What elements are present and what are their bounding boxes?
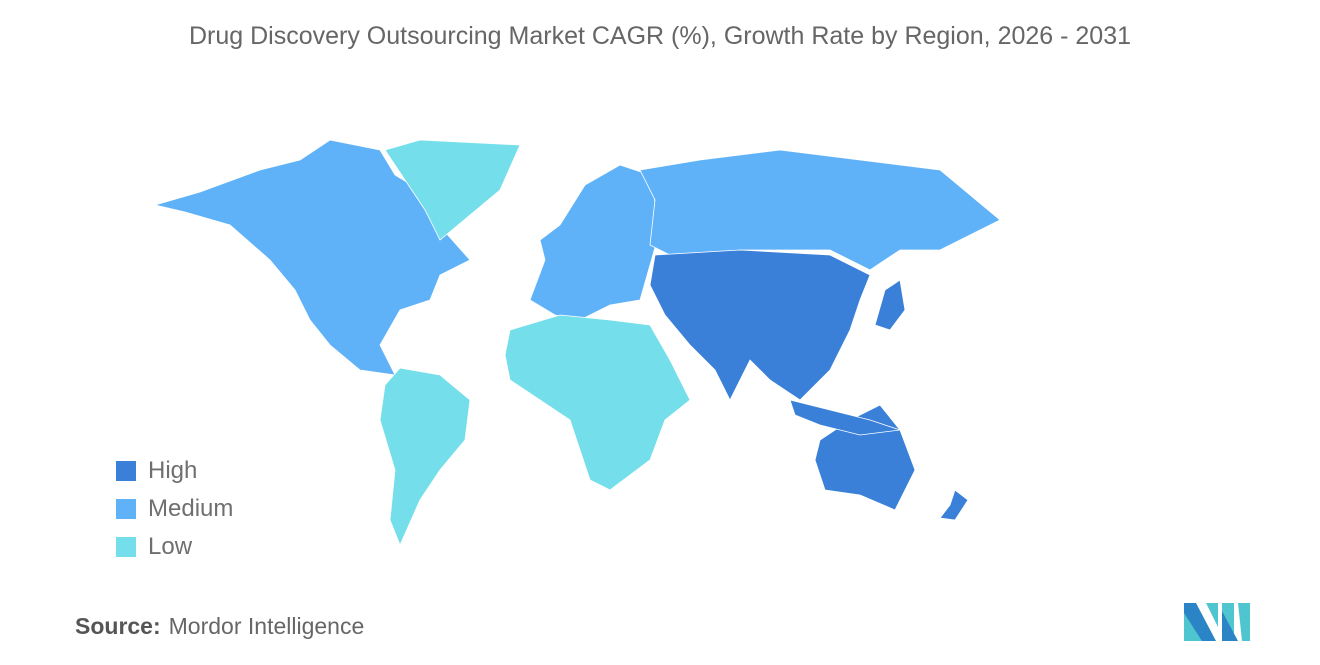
source-label: Source: xyxy=(75,613,161,639)
region-middle-east-and-africa xyxy=(504,314,691,491)
legend-label: Medium xyxy=(148,495,234,522)
legend-label: High xyxy=(148,457,198,484)
legend: High Medium Low xyxy=(116,452,233,566)
region-indonesia xyxy=(789,399,901,436)
region-greenland xyxy=(384,139,521,241)
legend-swatch-medium xyxy=(116,499,136,519)
legend-label: Low xyxy=(148,533,193,560)
region-new-zealand xyxy=(939,489,969,521)
legend-item-low: Low xyxy=(116,528,233,566)
region-north-america xyxy=(153,139,471,376)
chart-title: Drug Discovery Outsourcing Market CAGR (… xyxy=(188,22,1132,50)
legend-item-high: High xyxy=(116,452,233,490)
legend-swatch-high xyxy=(116,461,136,481)
mordor-intelligence-logo xyxy=(1184,603,1250,641)
region-russia xyxy=(639,149,1001,271)
region-japan xyxy=(874,279,906,331)
region-europe xyxy=(529,164,661,321)
legend-item-medium: Medium xyxy=(116,490,233,528)
region-south-america xyxy=(379,367,471,547)
source-value: Mordor Intelligence xyxy=(168,613,365,639)
legend-swatch-low xyxy=(116,537,136,557)
region-asia-pacific xyxy=(649,249,871,401)
source: Source: Mordor Intelligence xyxy=(75,613,364,640)
